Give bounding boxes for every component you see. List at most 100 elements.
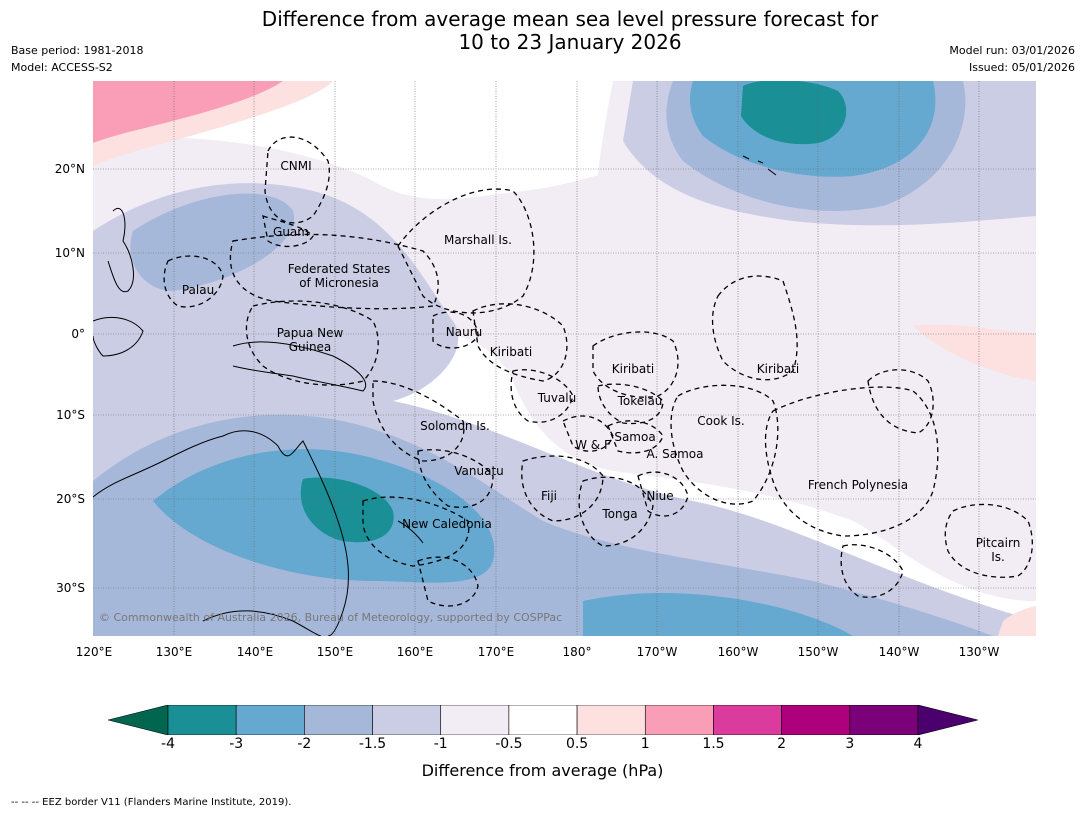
eez-kiribati-phoenix <box>592 331 679 398</box>
colorbar-tick: -2 <box>297 736 312 752</box>
colorbar-label: Difference from average (hPa) <box>421 761 664 780</box>
colorbar-bin <box>304 704 373 736</box>
eez-samoa <box>607 420 664 454</box>
new-zealand-coast <box>202 610 322 636</box>
label-fsm-1: Federated States <box>287 262 391 276</box>
label-french-polynesia: French Polynesia <box>807 478 909 492</box>
colorbar-bin <box>508 704 578 736</box>
eez-nauru <box>432 311 479 349</box>
eez-cnmi <box>264 136 330 224</box>
lat-tick: 20°S <box>56 492 85 506</box>
label-tokelau: Tokelau <box>617 394 663 408</box>
lon-tick: 170°W <box>636 645 678 659</box>
anomaly-field-south-3b <box>583 593 853 636</box>
lon-tick: 170°E <box>477 645 515 659</box>
eez-png <box>245 300 379 386</box>
colorbar-graphic <box>107 704 979 736</box>
lat-tick: 20°N <box>54 162 85 176</box>
colorbar-tick: -1 <box>433 736 448 752</box>
label-cnmi: CNMI <box>280 159 312 173</box>
eez-marshall <box>397 188 535 314</box>
map-canvas <box>93 81 1036 636</box>
lon-tick: 130°W <box>958 645 1000 659</box>
eez-niue <box>637 471 689 517</box>
eez-kiribati-line <box>711 275 798 381</box>
colorbar-bin <box>576 704 646 736</box>
eez-fiji <box>521 455 604 522</box>
lon-tick: 150°W <box>797 645 839 659</box>
copyright-notice: © Commonwealth of Australia 2026, Bureau… <box>99 611 563 624</box>
label-samoa: Samoa <box>614 430 656 444</box>
lon-tick: 120°E <box>75 645 113 659</box>
borneo-coast <box>93 316 144 357</box>
colorbar-tick: 3 <box>845 736 855 752</box>
lat-tick: 10°N <box>54 246 85 260</box>
colorbar-tick: -0.5 <box>495 736 523 752</box>
lat-tick: 0° <box>71 327 85 341</box>
coastlines <box>93 155 777 636</box>
lat-tick: 10°S <box>56 408 85 422</box>
lon-tick: 160°W <box>717 645 759 659</box>
colorbar-under-arrow <box>107 704 169 736</box>
meta-right: Model run: 03/01/2026 Issued: 05/01/2026 <box>949 42 1075 76</box>
graticule <box>93 81 1036 636</box>
australia-coast <box>93 430 349 636</box>
label-fiji: Fiji <box>540 489 558 503</box>
colorbar-tick: 0.5 <box>565 736 589 752</box>
eez-wf <box>562 415 614 452</box>
anomaly-field-southeast-pink <box>998 606 1036 636</box>
label-solomon: Solomon Is. <box>420 419 490 433</box>
colorbar-tick: -1.5 <box>358 736 387 752</box>
eez-solomon <box>372 380 465 462</box>
label-niue: Niue <box>646 489 674 503</box>
label-palau: Palau <box>181 283 215 297</box>
lon-tick: 150°E <box>316 645 354 659</box>
eez-tuvalu <box>510 369 574 423</box>
lon-tick: 130°E <box>155 645 193 659</box>
footer-eez-note: -- -- -- EEZ border V11 (Flanders Marine… <box>11 797 292 808</box>
png-coast <box>232 341 366 392</box>
eez-tokelau <box>597 383 664 425</box>
colorbar-bin <box>644 704 714 736</box>
label-nauru: Nauru <box>445 325 483 339</box>
anomaly-field-north-4 <box>741 81 847 145</box>
colorbar-tick: 1.5 <box>702 736 725 752</box>
colorbar-bin <box>713 704 782 736</box>
map-panel: CNMI Guam Marshall Is. Federated States … <box>93 81 1036 636</box>
label-guam: Guam <box>273 225 309 239</box>
eez-french-polynesia <box>764 386 939 537</box>
eez-southern <box>840 544 904 598</box>
label-cook: Cook Is. <box>697 414 745 428</box>
model-name: Model: ACCESS-S2 <box>11 61 113 74</box>
colorbar-bin <box>167 704 237 736</box>
colorbar-bin <box>372 704 442 736</box>
eez-palau <box>163 255 224 308</box>
label-pitcairn-2: Is. <box>991 550 1005 564</box>
eez-guam <box>262 215 314 248</box>
label-png-1: Papua New <box>276 326 344 340</box>
anomaly-field-west-2 <box>130 193 295 291</box>
eez-new-caledonia <box>362 496 470 567</box>
lat-tick: 30°S <box>56 581 85 595</box>
colorbar-tick: -3 <box>229 736 244 752</box>
chart-title: Difference from average mean sea level p… <box>0 8 1085 54</box>
label-tonga: Tonga <box>602 507 638 521</box>
eez-vanuatu <box>417 449 494 508</box>
lon-tick: 140°E <box>236 645 274 659</box>
label-new-caledonia: New Caledonia <box>402 517 492 531</box>
model-run: Model run: 03/01/2026 <box>949 44 1075 57</box>
anomaly-field-south-4 <box>300 477 394 543</box>
label-fsm-2: of Micronesia <box>299 276 379 290</box>
eez-norfolk <box>417 556 479 607</box>
label-kiribati-central: Kiribati <box>611 362 655 376</box>
colorbar-bin <box>235 704 305 736</box>
eez-kiribati-west <box>472 303 568 382</box>
title-line-1: Difference from average mean sea level p… <box>261 7 879 31</box>
colorbar-over-arrow <box>917 704 979 736</box>
colorbar-bin <box>849 704 919 736</box>
meta-left: Base period: 1981-2018 Model: ACCESS-S2 <box>11 42 143 76</box>
anomaly-field-east-pink <box>913 324 1036 381</box>
label-wf: W & F <box>575 438 611 452</box>
label-asamoa: A. Samoa <box>646 447 704 461</box>
label-png-2: Guinea <box>288 340 332 354</box>
